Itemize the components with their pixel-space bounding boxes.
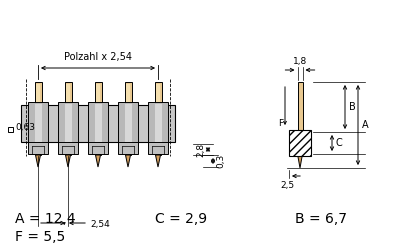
Text: C = 2,9: C = 2,9: [155, 212, 207, 226]
Bar: [289, 130, 311, 156]
Bar: [21, 105, 175, 142]
Text: B = 6,7: B = 6,7: [295, 212, 347, 226]
Polygon shape: [156, 155, 160, 167]
Text: B: B: [349, 102, 356, 112]
Text: A = 12,4: A = 12,4: [15, 212, 76, 226]
Bar: [66, 84, 70, 133]
Bar: [124, 104, 132, 143]
Bar: [126, 84, 130, 133]
Bar: [28, 142, 48, 154]
Bar: [34, 82, 42, 135]
Polygon shape: [126, 155, 130, 167]
Polygon shape: [66, 155, 70, 167]
Text: 0,3: 0,3: [216, 154, 225, 168]
Text: Polzahl x 2,54: Polzahl x 2,54: [64, 52, 132, 62]
Text: 1,8: 1,8: [293, 57, 307, 66]
Bar: [96, 84, 100, 133]
Bar: [148, 142, 168, 154]
Bar: [298, 132, 302, 154]
Bar: [66, 135, 70, 155]
Bar: [96, 135, 100, 155]
Bar: [94, 82, 102, 135]
Bar: [64, 104, 72, 143]
Bar: [156, 135, 160, 155]
Text: 2,8: 2,8: [196, 143, 205, 157]
Bar: [36, 135, 40, 155]
Bar: [8, 127, 13, 132]
Polygon shape: [36, 155, 40, 167]
Bar: [88, 102, 108, 145]
Text: F: F: [278, 120, 284, 128]
Bar: [154, 82, 162, 135]
Text: C: C: [336, 138, 343, 148]
Polygon shape: [298, 154, 302, 168]
Bar: [34, 104, 42, 143]
Bar: [156, 84, 160, 133]
Bar: [118, 102, 138, 145]
Bar: [154, 104, 162, 143]
Bar: [64, 82, 72, 135]
Bar: [88, 142, 108, 154]
Text: 0,63: 0,63: [15, 123, 35, 132]
Polygon shape: [96, 155, 100, 167]
Bar: [58, 102, 78, 145]
Bar: [126, 135, 130, 155]
Bar: [94, 104, 102, 143]
Text: 2,54: 2,54: [90, 220, 110, 228]
Text: A: A: [362, 120, 369, 130]
Bar: [298, 82, 302, 132]
Bar: [118, 142, 138, 154]
Text: F = 5,5: F = 5,5: [15, 230, 65, 244]
Bar: [124, 82, 132, 135]
Bar: [36, 84, 40, 133]
Bar: [28, 102, 48, 145]
Text: 2,5: 2,5: [280, 181, 294, 190]
Bar: [148, 102, 168, 145]
Bar: [58, 142, 78, 154]
